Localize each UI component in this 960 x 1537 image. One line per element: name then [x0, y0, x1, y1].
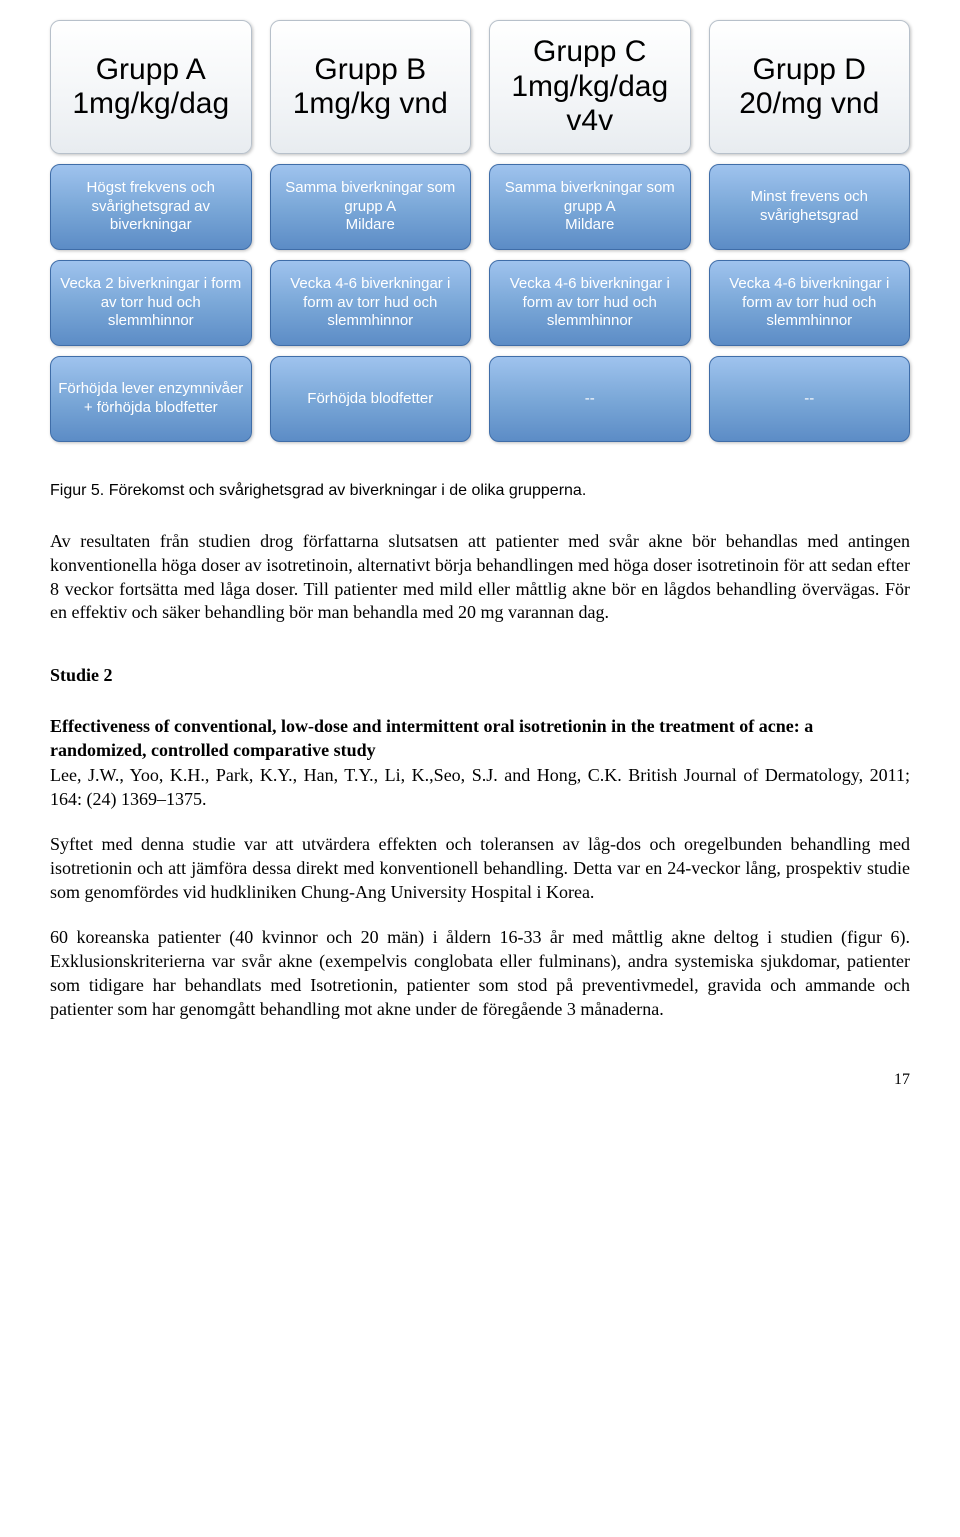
- group-cell-text: Samma biverkningar som grupp AMildare: [496, 179, 684, 235]
- group-cell: Förhöjda lever enzymnivåer + förhöjda bl…: [50, 356, 252, 442]
- group-cell: Vecka 2 biverkningar i form av torr hud …: [50, 260, 252, 346]
- group-title: Grupp C1mg/kg/dag v4v: [494, 35, 686, 139]
- paragraph-2: Syftet med denna studie var att utvärder…: [50, 833, 910, 904]
- group-header-card: Grupp C1mg/kg/dag v4v: [489, 20, 691, 154]
- chart-column: Grupp D20/mg vnd Minst frevens och svårig…: [709, 20, 911, 442]
- group-cell-text: Förhöjda lever enzymnivåer + förhöjda bl…: [57, 380, 245, 418]
- group-cell-text: Vecka 2 biverkningar i form av torr hud …: [57, 275, 245, 331]
- study-authors: Lee, J.W., Yoo, K.H., Park, K.Y., Han, T…: [50, 763, 910, 812]
- group-cell: Minst frevens och svårighetsgrad: [709, 164, 911, 250]
- figure-caption: Figur 5. Förekomst och svårighetsgrad av…: [50, 482, 910, 500]
- group-cell: Samma biverkningar som grupp AMildare: [489, 164, 691, 250]
- group-title: Grupp B1mg/kg vnd: [275, 53, 467, 122]
- group-title: Grupp D20/mg vnd: [714, 53, 906, 122]
- group-header-card: Grupp D20/mg vnd: [709, 20, 911, 154]
- group-cell-text: Vecka 4-6 biverkningar i form av torr hu…: [716, 275, 904, 331]
- page: Grupp A1mg/kg/dag Högst frekvens och svår…: [0, 0, 960, 1129]
- study-label: Studie 2: [50, 665, 910, 686]
- group-cell-text: Samma biverkningar som grupp AMildare: [277, 179, 465, 235]
- group-cell: Samma biverkningar som grupp AMildare: [270, 164, 472, 250]
- chart-column: Grupp B1mg/kg vnd Samma biverkningar som …: [270, 20, 472, 442]
- group-cell-text: Minst frevens och svårighetsgrad: [716, 188, 904, 226]
- group-title: Grupp A1mg/kg/dag: [55, 53, 247, 122]
- group-cell-text: Vecka 4-6 biverkningar i form av torr hu…: [496, 275, 684, 331]
- paragraph-1: Av resultaten från studien drog författa…: [50, 530, 910, 625]
- group-cell: Vecka 4-6 biverkningar i form av torr hu…: [489, 260, 691, 346]
- group-cell-text: Vecka 4-6 biverkningar i form av torr hu…: [277, 275, 465, 331]
- group-cell: --: [489, 356, 691, 442]
- study-title: Effectiveness of conventional, low-dose …: [50, 714, 910, 763]
- group-cell: Högst frekvens och svårighetsgrad av biv…: [50, 164, 252, 250]
- group-header-card: Grupp B1mg/kg vnd: [270, 20, 472, 154]
- group-cell-text: --: [585, 390, 595, 409]
- group-cell: Vecka 4-6 biverkningar i form av torr hu…: [709, 260, 911, 346]
- group-cell-text: Högst frekvens och svårighetsgrad av biv…: [57, 179, 245, 235]
- chart-column: Grupp A1mg/kg/dag Högst frekvens och svår…: [50, 20, 252, 442]
- paragraph-3: 60 koreanska patienter (40 kvinnor och 2…: [50, 926, 910, 1021]
- group-header-card: Grupp A1mg/kg/dag: [50, 20, 252, 154]
- group-cell-text: Förhöjda blodfetter: [307, 390, 433, 409]
- page-number: 17: [50, 1071, 910, 1089]
- group-cell: --: [709, 356, 911, 442]
- chart-column: Grupp C1mg/kg/dag v4v Samma biverkningar …: [489, 20, 691, 442]
- group-cell: Förhöjda blodfetter: [270, 356, 472, 442]
- groups-chart: Grupp A1mg/kg/dag Högst frekvens och svår…: [50, 20, 910, 442]
- group-cell: Vecka 4-6 biverkningar i form av torr hu…: [270, 260, 472, 346]
- group-cell-text: --: [804, 390, 814, 409]
